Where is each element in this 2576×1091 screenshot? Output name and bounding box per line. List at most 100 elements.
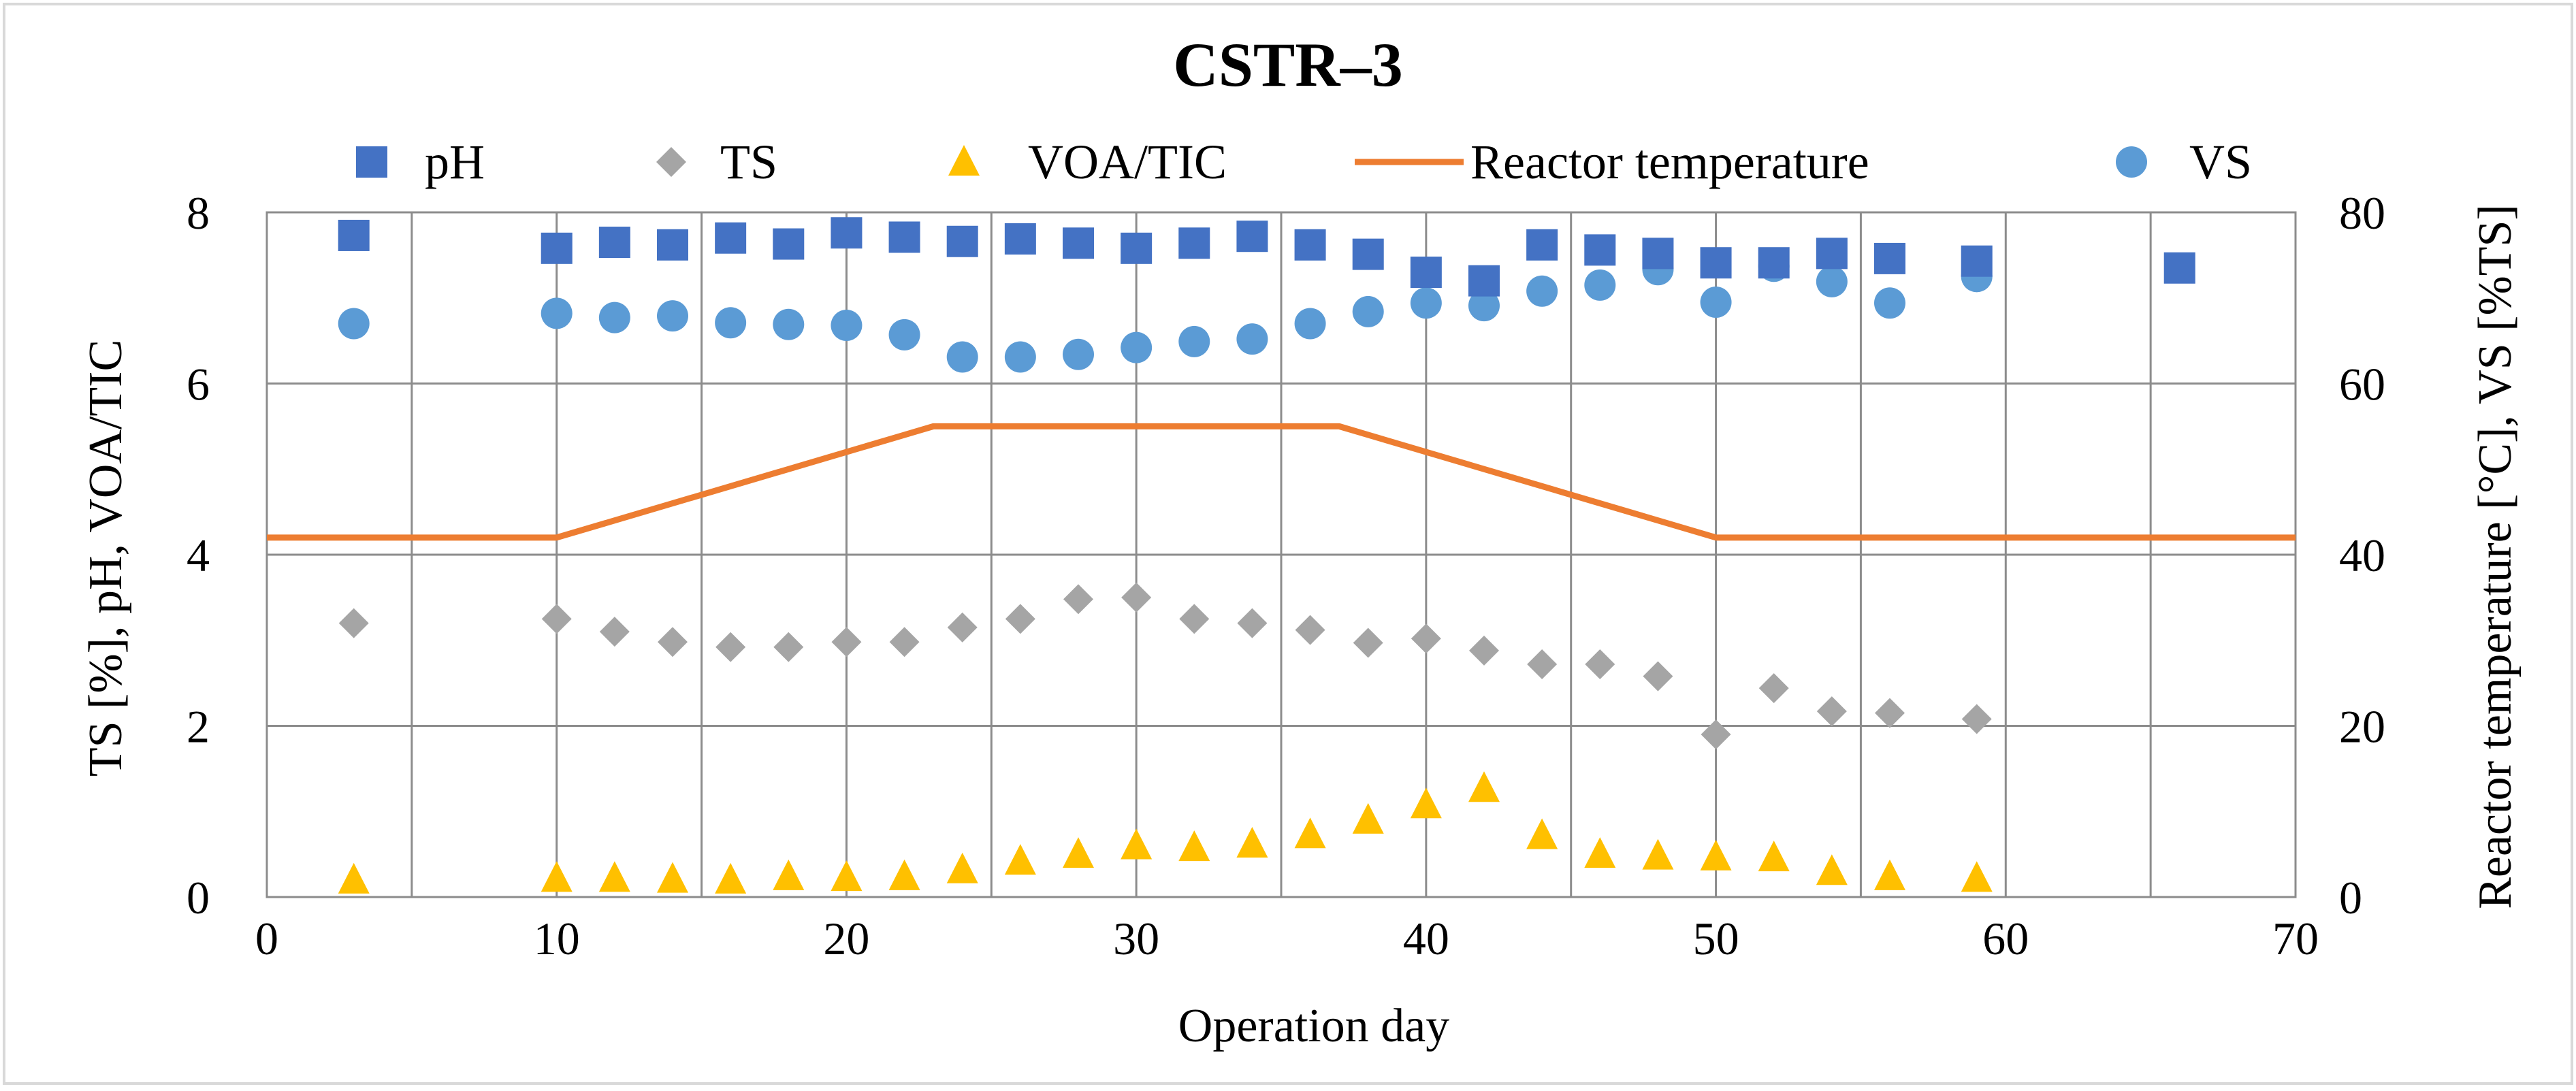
data-point-voa-tic <box>715 862 747 894</box>
data-point-ts <box>541 604 572 634</box>
data-point-ph <box>338 219 370 251</box>
data-point-voa-tic <box>338 862 370 894</box>
data-point-ts <box>1585 649 1615 679</box>
data-point-vs <box>1178 325 1210 357</box>
legend-label-voa-tic: VOA/TIC <box>1028 135 1227 189</box>
data-point-voa-tic <box>598 861 630 892</box>
data-point-ph <box>2163 252 2195 284</box>
legend-label-ph: pH <box>425 135 485 189</box>
data-point-ph <box>1004 223 1036 255</box>
data-point-voa-tic <box>946 852 978 883</box>
y-right-tick-label: 80 <box>2339 187 2385 239</box>
data-point-ts <box>1816 696 1847 727</box>
x-tick-label: 10 <box>534 913 580 964</box>
data-point-vs <box>888 319 920 351</box>
y-right-axis-title: Reactor temperature [°C], VS [%TS] <box>2469 204 2522 909</box>
data-point-ph <box>1063 227 1094 259</box>
data-point-ts <box>1527 649 1558 679</box>
data-point-ts <box>338 608 369 638</box>
y-left-axis-title: TS [%], pH, VOA/TIC <box>80 340 132 777</box>
data-point-ts <box>831 627 862 657</box>
data-point-ph <box>1236 221 1268 253</box>
x-tick-label: 70 <box>2272 913 2319 964</box>
data-point-voa-tic <box>1410 787 1442 819</box>
data-point-ph <box>1700 247 1732 279</box>
data-point-vs <box>773 308 805 340</box>
data-point-ph <box>657 229 688 261</box>
y-left-tick-label: 0 <box>187 872 210 924</box>
series-layer <box>267 217 2296 894</box>
data-point-ph <box>773 228 805 260</box>
data-point-ph <box>1816 238 1848 270</box>
data-point-vs <box>1236 323 1268 355</box>
x-tick-label: 60 <box>1982 913 2029 964</box>
legend-label-vs: VS <box>2189 135 2252 189</box>
data-point-ts <box>947 612 978 642</box>
data-point-vs <box>1121 331 1153 363</box>
y-left-tick-label: 6 <box>187 359 210 410</box>
data-point-voa-tic <box>1294 817 1326 849</box>
data-point-ph <box>888 221 920 253</box>
data-point-ph <box>1178 227 1210 259</box>
data-point-ts <box>889 627 920 657</box>
y-left-tick-label: 8 <box>187 187 210 239</box>
data-point-voa-tic <box>888 859 920 890</box>
x-axis-title: Operation day <box>1178 1000 1449 1052</box>
data-point-ts <box>1237 608 1268 638</box>
data-point-ts <box>1643 661 1673 691</box>
data-point-ts <box>1179 604 1210 634</box>
legend-swatch-vs <box>2116 146 2147 178</box>
legend: pH TS VOA/TIC Reactor temperature VS <box>356 135 2252 189</box>
data-point-ph <box>598 227 630 259</box>
y-right-tick-label: 20 <box>2339 701 2385 753</box>
data-point-voa-tic <box>1352 802 1384 834</box>
data-point-ph <box>1526 229 1558 261</box>
data-point-voa-tic <box>541 861 573 892</box>
data-point-vs <box>1526 275 1558 307</box>
data-point-ts <box>715 632 746 662</box>
data-point-vs <box>598 302 630 333</box>
data-point-ts <box>1121 582 1152 613</box>
data-point-voa-tic <box>1700 839 1732 870</box>
data-point-vs <box>1700 287 1732 319</box>
data-point-vs <box>1874 287 1905 319</box>
chart-border <box>3 3 2573 1085</box>
data-point-voa-tic <box>831 860 863 892</box>
data-point-voa-tic <box>1468 771 1500 802</box>
data-point-ts <box>658 627 688 657</box>
legend-label-ts: TS <box>720 135 777 189</box>
data-point-vs <box>715 307 747 339</box>
data-point-ph <box>1961 245 1993 277</box>
data-point-voa-tic <box>657 862 688 893</box>
data-point-ph <box>1410 257 1442 289</box>
plot-area-frame <box>265 211 2297 898</box>
data-point-voa-tic <box>1236 827 1268 858</box>
data-point-voa-tic <box>1584 837 1616 868</box>
data-point-ph <box>1642 238 1674 270</box>
y-right-tick-label: 60 <box>2339 359 2385 410</box>
data-point-voa-tic <box>1874 859 1905 890</box>
data-point-vs <box>946 341 978 373</box>
data-point-ph <box>1758 247 1790 279</box>
data-point-ts <box>773 632 804 662</box>
data-point-ts <box>1961 704 1992 734</box>
legend-label-reactor-temperature: Reactor temperature <box>1470 135 1869 189</box>
data-point-ts <box>1063 584 1093 615</box>
data-point-vs <box>1584 269 1616 301</box>
data-point-vs <box>541 297 573 329</box>
data-point-ph <box>541 232 573 264</box>
data-point-ph <box>946 225 978 257</box>
x-tick-label: 20 <box>823 913 869 964</box>
data-point-ts <box>1411 623 1441 654</box>
y-left-tick-label: 2 <box>187 701 210 753</box>
data-point-voa-tic <box>1758 841 1790 872</box>
data-point-vs <box>1468 290 1500 322</box>
data-point-voa-tic <box>1961 861 1993 892</box>
data-point-voa-tic <box>1004 844 1036 875</box>
y-right-tick-label: 40 <box>2339 530 2385 581</box>
grid-layer <box>265 211 2297 898</box>
data-point-vs <box>1410 287 1442 319</box>
